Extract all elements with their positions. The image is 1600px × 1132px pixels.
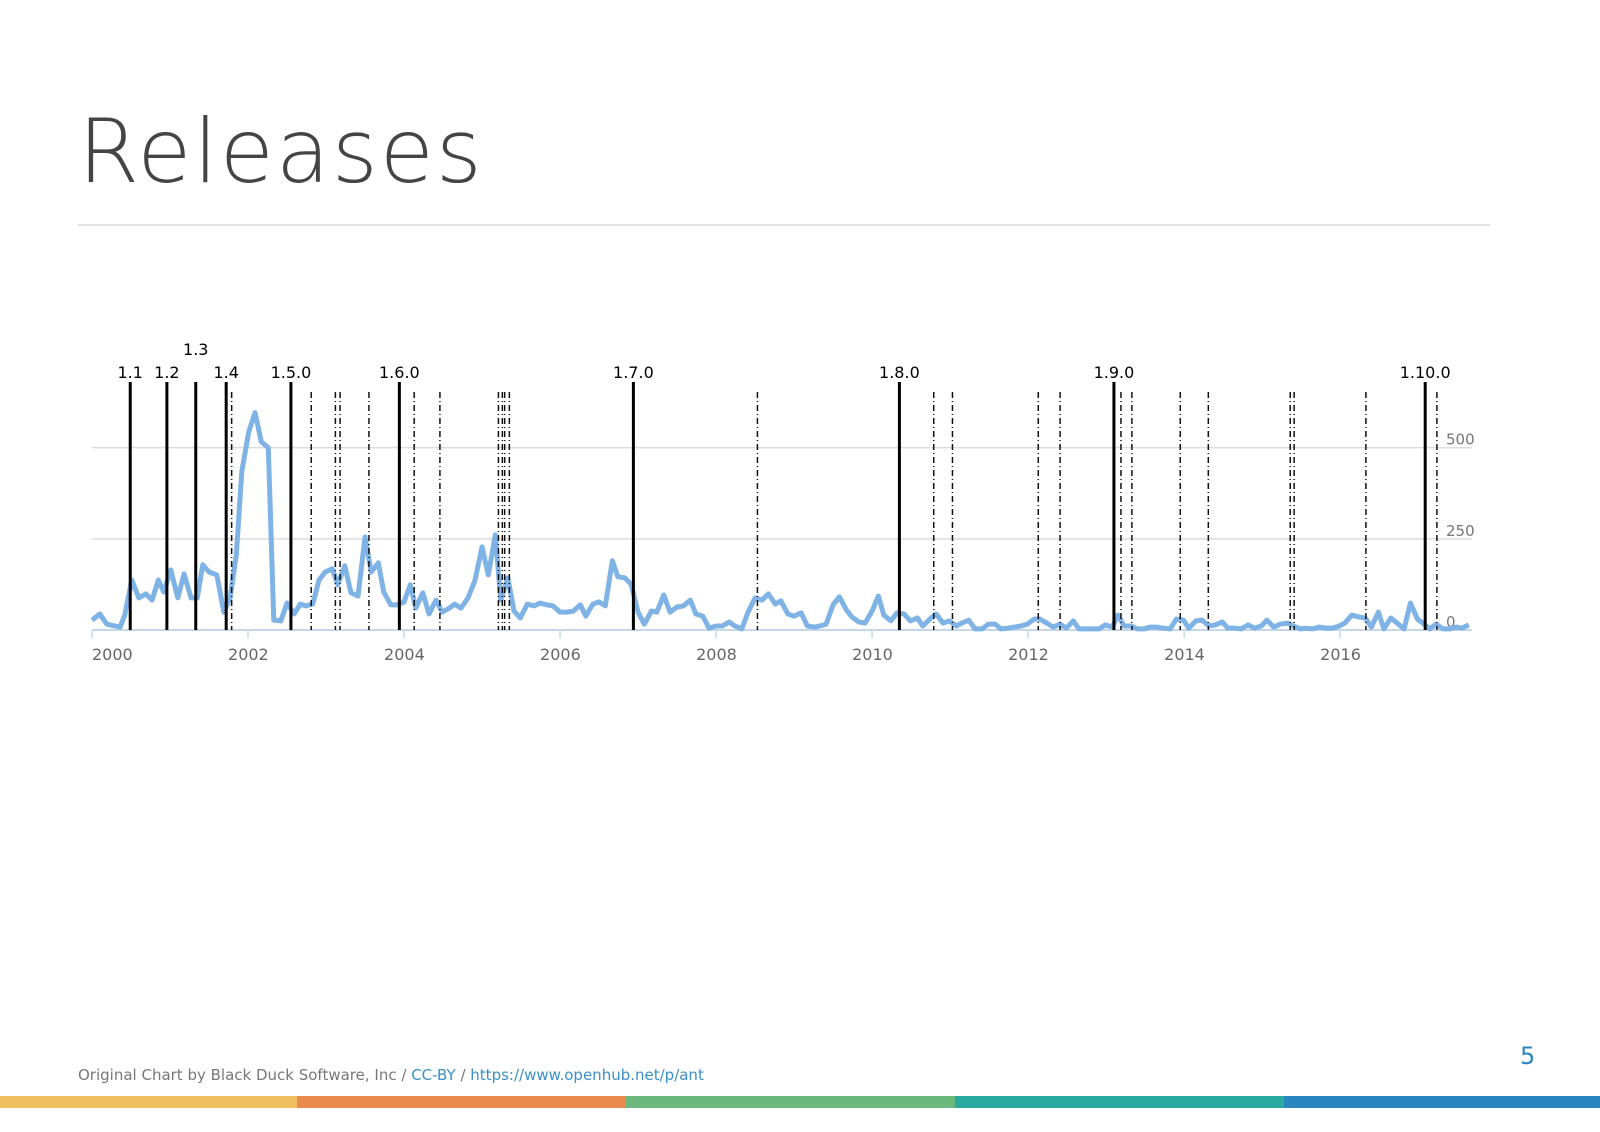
separator: /	[460, 1066, 466, 1084]
credit: Original Chart by Black Duck Software, I…	[78, 1066, 397, 1084]
color-bar	[955, 1096, 1284, 1108]
x-tick-label: 2016	[1320, 645, 1361, 664]
release-label: 1.7.0	[613, 363, 654, 382]
x-tick-label: 2006	[540, 645, 581, 664]
license-link[interactable]: CC-BY	[411, 1066, 456, 1084]
release-label: 1.9.0	[1094, 363, 1135, 382]
x-tick-label: 2002	[228, 645, 269, 664]
separator: /	[401, 1066, 407, 1084]
x-tick-label: 2014	[1164, 645, 1205, 664]
release-label: 1.4	[213, 363, 238, 382]
title-rule	[78, 224, 1490, 226]
y-tick-label: 0	[1446, 613, 1456, 631]
color-bar	[1284, 1096, 1600, 1108]
release-label: 1.1	[117, 363, 142, 382]
data-line	[90, 410, 1470, 632]
x-tick-label: 2008	[696, 645, 737, 664]
color-bar	[0, 1096, 297, 1108]
x-tick-label: 2004	[384, 645, 425, 664]
x-tick-label: 2000	[92, 645, 133, 664]
release-label: 1.10.0	[1400, 363, 1451, 382]
color-bar	[297, 1096, 626, 1108]
release-label: 1.6.0	[379, 363, 420, 382]
release-label: 1.8.0	[879, 363, 920, 382]
color-bar	[626, 1096, 955, 1108]
page-number: 5	[1520, 1042, 1536, 1070]
y-tick-label: 250	[1446, 522, 1475, 540]
footer: Original Chart by Black Duck Software, I…	[78, 1066, 704, 1084]
source-link[interactable]: https://www.openhub.net/p/ant	[470, 1066, 704, 1084]
slide-title: Releases	[78, 100, 484, 203]
x-tick-label: 2010	[852, 645, 893, 664]
release-label: 1.3	[183, 340, 208, 359]
y-tick-label: 500	[1446, 431, 1475, 449]
release-label: 1.2	[154, 363, 179, 382]
x-tick-label: 2012	[1008, 645, 1049, 664]
release-label: 1.5.0	[271, 363, 312, 382]
